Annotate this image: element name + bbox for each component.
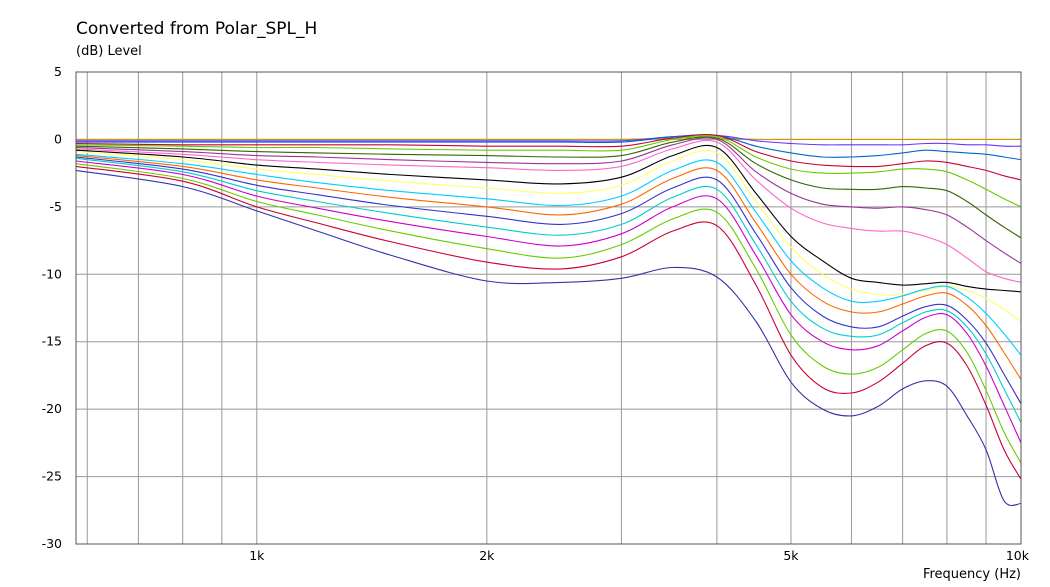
series-line-6 xyxy=(75,137,1022,264)
y-tick-label: -20 xyxy=(42,401,62,416)
y-tick-label: -30 xyxy=(42,536,62,551)
series-line-3 xyxy=(75,134,1022,181)
series-line-4 xyxy=(75,135,1022,208)
y-tick-labels: 5 0 -5 -10 -15 -20 -25 -30 xyxy=(42,64,62,551)
chart-title: Converted from Polar_SPL_H xyxy=(76,19,317,39)
y-tick-label: -15 xyxy=(42,334,62,349)
series-line-12 xyxy=(75,156,1022,404)
series-line-10 xyxy=(75,153,1022,356)
series-line-0 xyxy=(76,137,1021,141)
y-tick-label: 5 xyxy=(54,64,62,79)
x-axis-label: Frequency (Hz) xyxy=(923,567,1021,582)
x-tick-label: 5k xyxy=(783,548,799,563)
series-line-11 xyxy=(75,155,1022,380)
plot-frame xyxy=(75,71,1022,545)
series-line-16 xyxy=(75,165,1022,480)
x-tick-label: 1k xyxy=(249,548,265,563)
series-line-15 xyxy=(75,163,1022,464)
series-line-7 xyxy=(75,139,1022,283)
series-line-13 xyxy=(75,157,1022,423)
y-tick-label: -25 xyxy=(42,469,62,484)
series-line-8 xyxy=(75,144,1022,293)
series-line-14 xyxy=(75,160,1022,444)
series-line-5 xyxy=(75,136,1022,239)
series-line-9 xyxy=(75,150,1022,322)
x-tick-labels: 1k 2k 5k 10k xyxy=(249,548,1030,563)
y-axis-label: (dB) Level xyxy=(76,44,142,59)
series-line-2 xyxy=(76,134,1022,161)
x-tick-label: 2k xyxy=(479,548,495,563)
series-group xyxy=(75,134,1022,507)
grid xyxy=(76,71,1022,545)
y-tick-label: -10 xyxy=(42,266,62,281)
series-line-1 xyxy=(75,134,1022,147)
y-tick-label: -5 xyxy=(50,199,62,214)
x-tick-label: 10k xyxy=(1006,548,1030,563)
y-tick-label: 0 xyxy=(54,131,62,146)
series-line-17 xyxy=(75,169,1022,507)
